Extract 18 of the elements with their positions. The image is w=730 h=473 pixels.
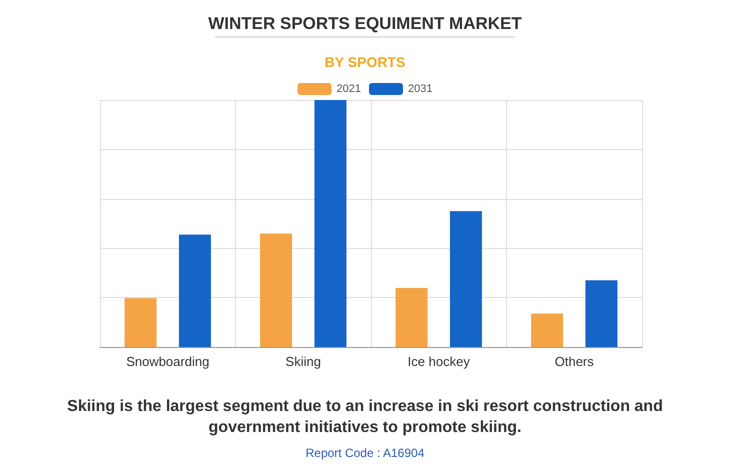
x-tick-label: Snowboarding: [126, 354, 210, 369]
text: Report Code : A16904: [304, 446, 426, 460]
legend-label: 2031: [408, 83, 432, 95]
text: Skiing is the largest segment due to an increase in ski resort construction and government initiatives to promote skiing.: [66, 397, 664, 438]
bar: [178, 234, 211, 347]
x-tick-label: Ice hockey: [408, 354, 470, 369]
bar: [314, 100, 346, 347]
chart-subtitle: BY SPORTS: [324, 54, 406, 70]
bar: [531, 314, 564, 347]
chart-title: WINTER SPORTS EQUIMENT MARKET: [208, 14, 522, 33]
x-tick-label: Others: [554, 354, 594, 369]
legend-label: 2021: [336, 83, 362, 95]
bar: [124, 298, 157, 347]
bar: [260, 234, 292, 347]
bar: [585, 280, 618, 347]
x-tick-label: Skiing: [286, 354, 321, 369]
bar: [396, 288, 428, 347]
bar: [450, 211, 482, 347]
